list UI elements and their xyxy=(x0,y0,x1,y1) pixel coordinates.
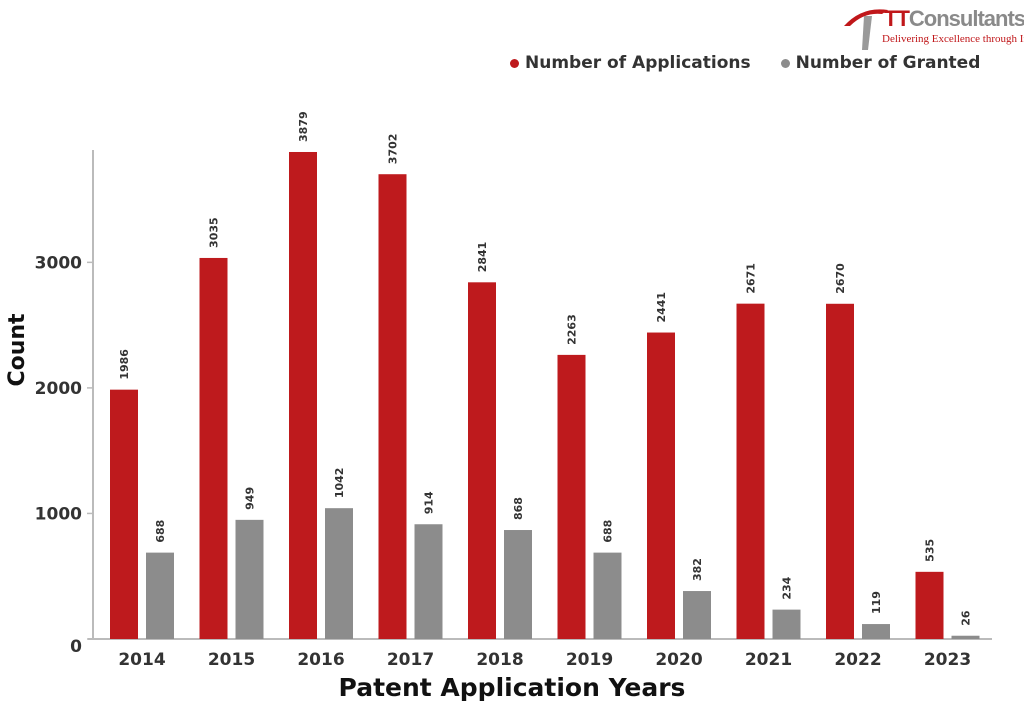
bar-granted xyxy=(951,635,980,639)
bar-applications xyxy=(378,174,407,639)
data-label: 234 xyxy=(781,576,794,599)
bar-applications xyxy=(468,282,496,639)
bar-granted xyxy=(235,519,264,639)
data-label: 26 xyxy=(960,610,973,626)
bar-applications xyxy=(199,257,228,639)
y-tick-label: 0 xyxy=(70,637,82,657)
bar-granted xyxy=(683,591,711,639)
x-tick-label: 2016 xyxy=(297,650,344,670)
data-label: 3879 xyxy=(297,111,310,142)
data-label: 2670 xyxy=(834,263,847,294)
legend-item-granted: Number of Granted xyxy=(780,53,981,73)
logo-swoosh-icon xyxy=(844,9,888,50)
x-tick-label: 2022 xyxy=(834,650,881,670)
data-label: 535 xyxy=(924,539,937,562)
data-label: 1042 xyxy=(333,468,346,499)
bar-applications xyxy=(557,354,586,639)
bar-applications xyxy=(826,303,854,639)
data-label: 688 xyxy=(154,520,167,543)
legend-label-applications: Number of Applications xyxy=(525,53,751,73)
x-tick-label: 2017 xyxy=(387,650,434,670)
data-label: 949 xyxy=(244,487,257,510)
legend-marker-applications xyxy=(510,58,519,68)
logo-title: TTConsultants xyxy=(884,6,1024,31)
y-tick-label: 1000 xyxy=(35,504,82,524)
x-tick-label: 2018 xyxy=(476,650,523,670)
x-tick-label: 2021 xyxy=(745,650,792,670)
data-label: 1986 xyxy=(118,349,131,380)
legend-label-granted: Number of Granted xyxy=(795,53,981,73)
x-tick-label: 2023 xyxy=(924,650,971,670)
data-label: 2263 xyxy=(566,314,579,345)
data-label: 382 xyxy=(691,558,704,581)
data-label: 2841 xyxy=(476,242,489,273)
bar-applications xyxy=(736,303,765,639)
legend-marker-granted xyxy=(780,58,790,68)
bar-granted xyxy=(772,609,801,639)
bar-granted xyxy=(325,508,353,639)
legend-item-applications: Number of Applications xyxy=(510,53,751,73)
bar-granted xyxy=(146,552,174,639)
data-label: 2671 xyxy=(745,263,758,294)
y-axis-title: Count xyxy=(5,313,30,387)
legend: Number of Applications Number of Granted xyxy=(510,53,980,73)
bar-applications xyxy=(110,389,138,639)
bar-applications xyxy=(647,332,675,639)
logo-tagline: Delivering Excellence through Insights xyxy=(882,33,1024,45)
bar-granted xyxy=(862,624,890,639)
bar-granted xyxy=(414,524,443,639)
x-tick-label: 2015 xyxy=(208,650,255,670)
bar-granted xyxy=(504,530,532,639)
x-tick-label: 2020 xyxy=(655,650,702,670)
y-tick-label: 2000 xyxy=(35,379,82,399)
y-tick-label: 3000 xyxy=(35,253,82,273)
data-label: 3702 xyxy=(387,134,400,165)
data-label: 868 xyxy=(512,497,525,520)
x-axis-title: Patent Application Years xyxy=(339,673,686,702)
data-label: 119 xyxy=(870,591,883,614)
data-label: 2441 xyxy=(655,292,668,323)
x-tick-label: 2019 xyxy=(566,650,613,670)
data-label: 3035 xyxy=(208,217,221,248)
data-label: 914 xyxy=(423,491,436,514)
tt-consultants-logo: TTConsultants Delivering Excellence thro… xyxy=(842,4,1024,52)
bar-granted xyxy=(593,552,622,639)
bar-applications xyxy=(915,571,944,639)
data-label: 688 xyxy=(602,520,615,543)
x-tick-label: 2014 xyxy=(118,650,165,670)
bar-applications xyxy=(289,151,317,639)
